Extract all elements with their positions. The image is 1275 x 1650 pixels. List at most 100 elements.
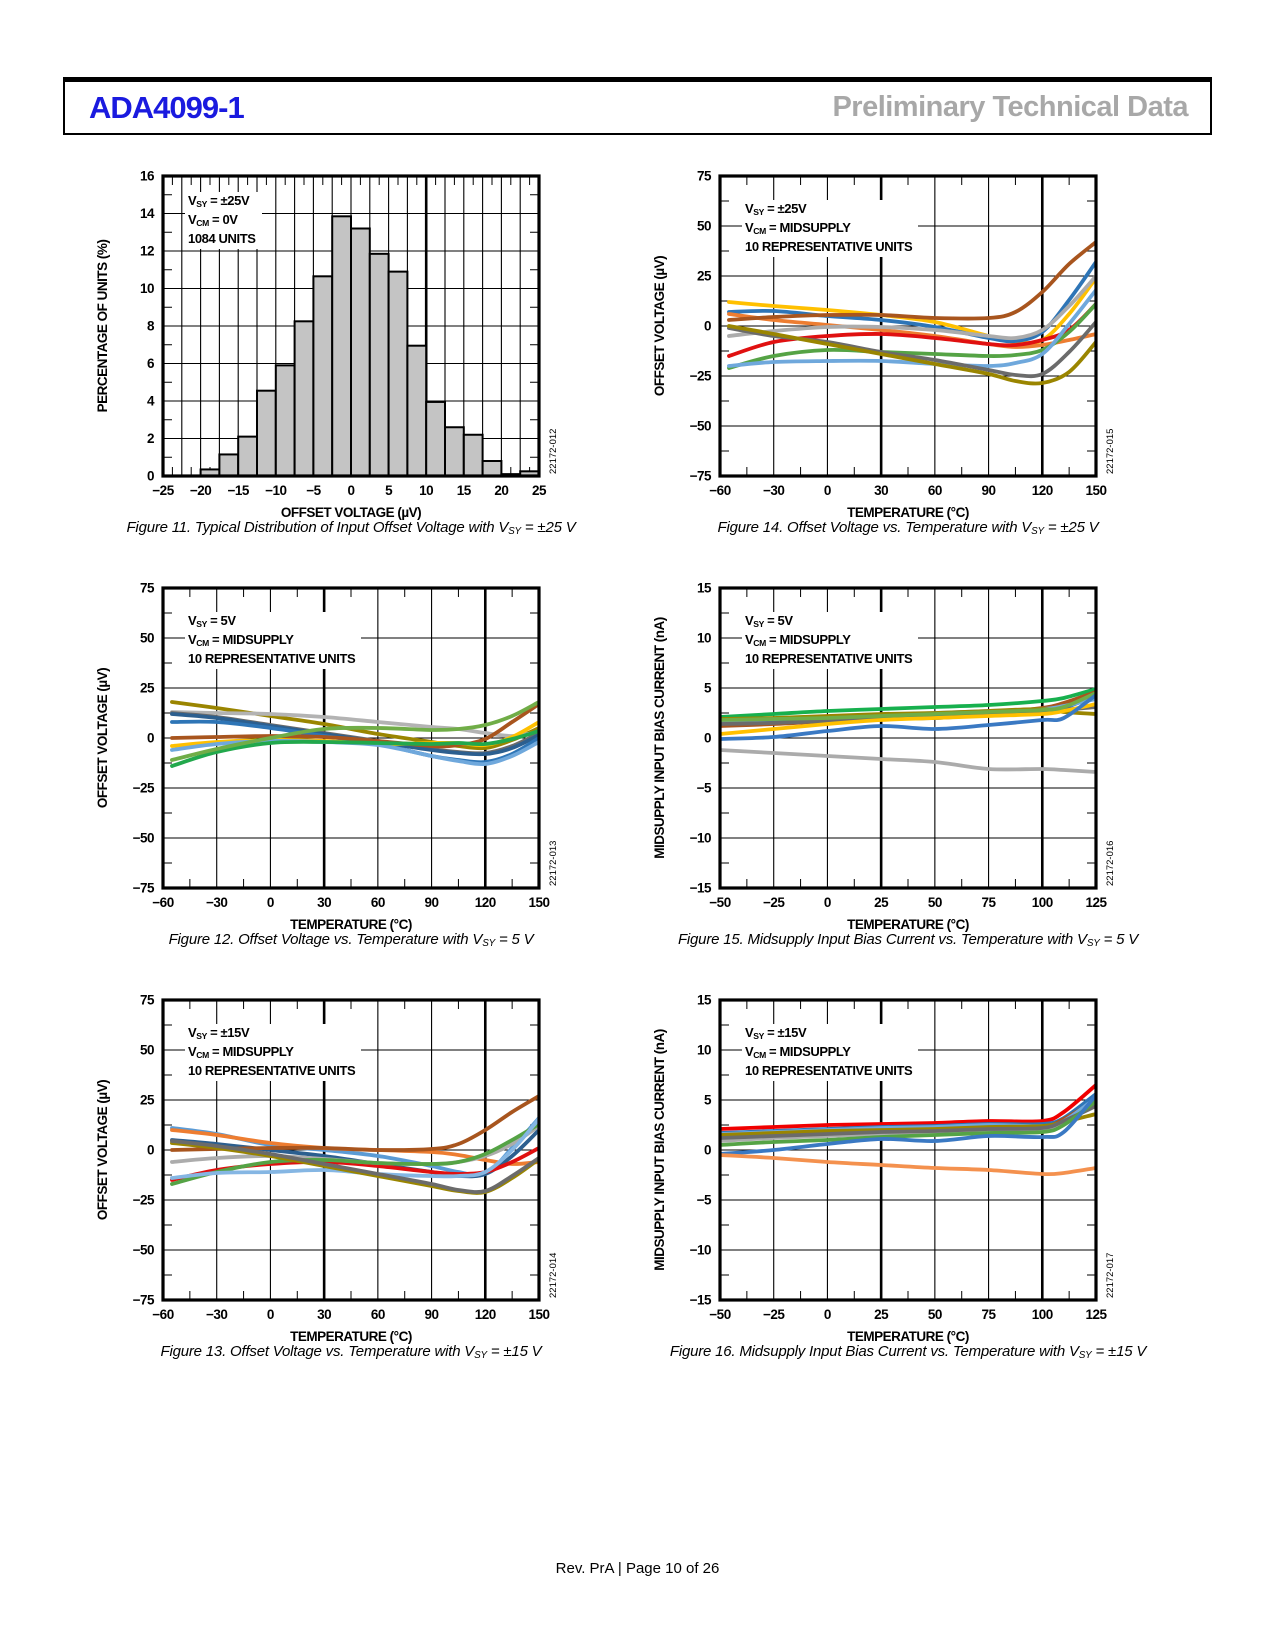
figure-15-annotation: VSY = 5V VCM = MIDSUPPLY 10 REPRESENTATIVE… — [742, 612, 919, 669]
y-tick-label: −25 — [133, 1193, 155, 1208]
x-tick-label: 100 — [1032, 1307, 1053, 1322]
y-tick-label: 12 — [140, 244, 154, 259]
x-tick-label: −15 — [227, 483, 249, 498]
figure-12-plot: −60 −30 0 30 60 90 120 150 −75 −50 −25 0 25 50 75 TEMPE… — [91, 578, 611, 937]
figure-12-labels: −60 −30 0 30 60 90 120 150 −75 −50 −25 0 25 50 75 TEMPE… — [95, 581, 559, 933]
histogram-bar — [274, 364, 296, 477]
figure-16-code: 22172-017 — [1105, 1253, 1116, 1298]
y-tick-label: −10 — [690, 831, 711, 846]
page-footer: Rev. PrA | Page 10 of 26 — [555, 1560, 720, 1577]
figure-12-frame — [161, 586, 541, 890]
x-tick-label: −20 — [190, 483, 211, 498]
y-tick-label: 10 — [697, 631, 711, 646]
figure-15-plot: −50 −25 0 25 50 75 100 125 −15 −10 −5 0 5 10 15 TEMPERA… — [648, 578, 1168, 937]
y-tick-label: 4 — [147, 394, 155, 409]
x-tick-label: 25 — [874, 1307, 889, 1322]
x-tick-label: −5 — [306, 483, 321, 498]
figure-11-plot: −25 −20 −15 −10 −5 0 5 10 15 20 25 0 2 4 6 8 10 12 14 16 OFF… — [91, 166, 611, 525]
figure-15-series-green — [720, 687, 1096, 719]
x-tick-label: −10 — [265, 483, 286, 498]
figure-11-y-axis-label: PERCENTAGE OF UNITS (%) — [95, 240, 110, 413]
figure-12-caption: Figure 12. Offset Voltage vs. Temperatur… — [168, 931, 534, 950]
histogram-bar — [293, 320, 315, 477]
figure-14-plot: −60 −30 0 30 60 90 120 150 −75 −50 −25 0 25 50 75 TEMPE… — [648, 166, 1168, 525]
figure-16-series-blue — [720, 1093, 1096, 1156]
figure-14-series-brown — [727, 240, 1096, 322]
y-tick-label: −10 — [690, 1243, 711, 1258]
figure-13-labels: −60 −30 0 30 60 90 120 150 −75 −50 −25 0 25 50 75 TEMPE… — [95, 993, 559, 1345]
histogram-bar — [350, 227, 371, 477]
y-tick-label: 16 — [140, 169, 155, 184]
x-tick-label: 0 — [824, 483, 831, 498]
figure-14-annotation: VSY = ±25V VCM = MIDSUPPLY 10 REPRESENTATI… — [742, 200, 919, 257]
figure-12-y-axis-label: OFFSET VOLTAGE (µV) — [95, 668, 110, 808]
y-tick-label: −15 — [690, 1293, 712, 1308]
x-tick-label: 150 — [528, 895, 549, 910]
y-tick-label: 15 — [697, 993, 712, 1008]
figure-16-annotation: VSY = ±15V VCM = MIDSUPPLY 10 REPRESENTATI… — [742, 1024, 919, 1081]
figure-12-series — [170, 700, 539, 768]
figure-14-code: 22172-015 — [1105, 429, 1116, 474]
y-tick-label: 10 — [697, 1043, 711, 1058]
figure-14-series-olive — [727, 324, 1096, 386]
x-tick-label: 25 — [532, 483, 547, 498]
y-tick-label: 25 — [140, 681, 155, 696]
y-tick-label: 0 — [704, 319, 711, 334]
figure-11-frame — [161, 174, 541, 478]
figure-15-block: −50 −25 0 25 50 75 100 125 −15 −10 −5 0 5 10 15 TEMPERA… — [648, 578, 1168, 956]
x-tick-label: −50 — [709, 895, 730, 910]
figure-11-code: 22172-012 — [548, 429, 559, 474]
figure-14-series — [727, 240, 1096, 386]
y-tick-label: 25 — [140, 1093, 155, 1108]
y-tick-label: 15 — [697, 581, 712, 596]
x-tick-label: 30 — [874, 483, 888, 498]
y-tick-label: 50 — [697, 219, 711, 234]
y-tick-label: 6 — [147, 356, 155, 371]
y-tick-label: −75 — [690, 469, 712, 484]
x-tick-label: 0 — [267, 1307, 274, 1322]
y-tick-label: 0 — [147, 731, 154, 746]
x-tick-label: −60 — [152, 1307, 173, 1322]
figure-13-series-green — [170, 1122, 539, 1186]
y-tick-label: 25 — [697, 269, 712, 284]
x-tick-label: 60 — [928, 483, 942, 498]
y-tick-label: −5 — [697, 781, 712, 796]
figure-12-series-navy — [170, 712, 539, 757]
histogram-bar — [425, 400, 447, 477]
x-tick-label: 100 — [1032, 895, 1053, 910]
doc-status-label: Preliminary Technical Data — [832, 91, 1188, 123]
figure-15-labels: −50 −25 0 25 50 75 100 125−15−10−5051015TEMPERA… — [652, 581, 1116, 933]
figure-14-labels: −60 −30 0 30 60 90 120 150 −75 −50 −25 0 25 50 75 TEMPE… — [652, 169, 1116, 521]
figure-11-labels: −25 −20 −15 −10 −5 0 5 10 15 20 25 0 2 4 6 8 10 12 14 16 OFF… — [95, 169, 559, 521]
y-tick-label: 75 — [140, 993, 155, 1008]
figure-13-x-axis-label: TEMPERATURE (°C) — [290, 1329, 412, 1344]
figure-16-y-axis-label: MIDSUPPLY INPUT BIAS CURRENT (nA) — [652, 1029, 667, 1271]
y-tick-label: −5 — [697, 1193, 712, 1208]
figure-16-series — [720, 1083, 1096, 1177]
y-tick-label: 5 — [704, 1093, 712, 1108]
x-tick-label: 90 — [425, 1307, 439, 1322]
figure-16-svg: −50 −25 0 25 50 75 100 125−15−10−5051015TEMPERA… — [652, 993, 1116, 1345]
figure-12-code: 22172-013 — [548, 841, 559, 886]
y-tick-label: −15 — [690, 881, 712, 896]
figure-15-series-blue — [720, 693, 1096, 741]
figure-16-series-green — [720, 1099, 1096, 1147]
x-tick-label: 120 — [475, 895, 496, 910]
figure-13-series-light-blue — [170, 1117, 539, 1180]
figure-16-plot: −50 −25 0 25 50 75 100 125 −15 −10 −5 0 5 10 15 TEMPERA… — [648, 990, 1168, 1349]
figure-14-frame — [718, 174, 1098, 478]
product-title: ADA4099-1 — [89, 89, 245, 125]
y-tick-label: −50 — [133, 1243, 154, 1258]
x-tick-label: 75 — [982, 1307, 997, 1322]
figure-12-series-bright-green — [170, 729, 539, 768]
x-tick-label: 120 — [475, 1307, 496, 1322]
y-tick-label: −50 — [133, 831, 154, 846]
figure-11-svg: −25 −20 −15 −10 −5 0 5 10 15 20 25 0 2 4 6 8 10 12 14 16 OFF… — [95, 169, 559, 521]
figure-16-frame — [718, 998, 1098, 1302]
histogram-bar — [368, 252, 390, 477]
figure-12-block: −60 −30 0 30 60 90 120 150 −75 −50 −25 0 25 50 75 TEMPE… — [91, 578, 611, 956]
y-tick-label: −25 — [690, 369, 712, 384]
histogram-bar — [387, 270, 409, 477]
figure-16-caption: Figure 16. Midsupply Input Bias Current … — [669, 1343, 1147, 1362]
